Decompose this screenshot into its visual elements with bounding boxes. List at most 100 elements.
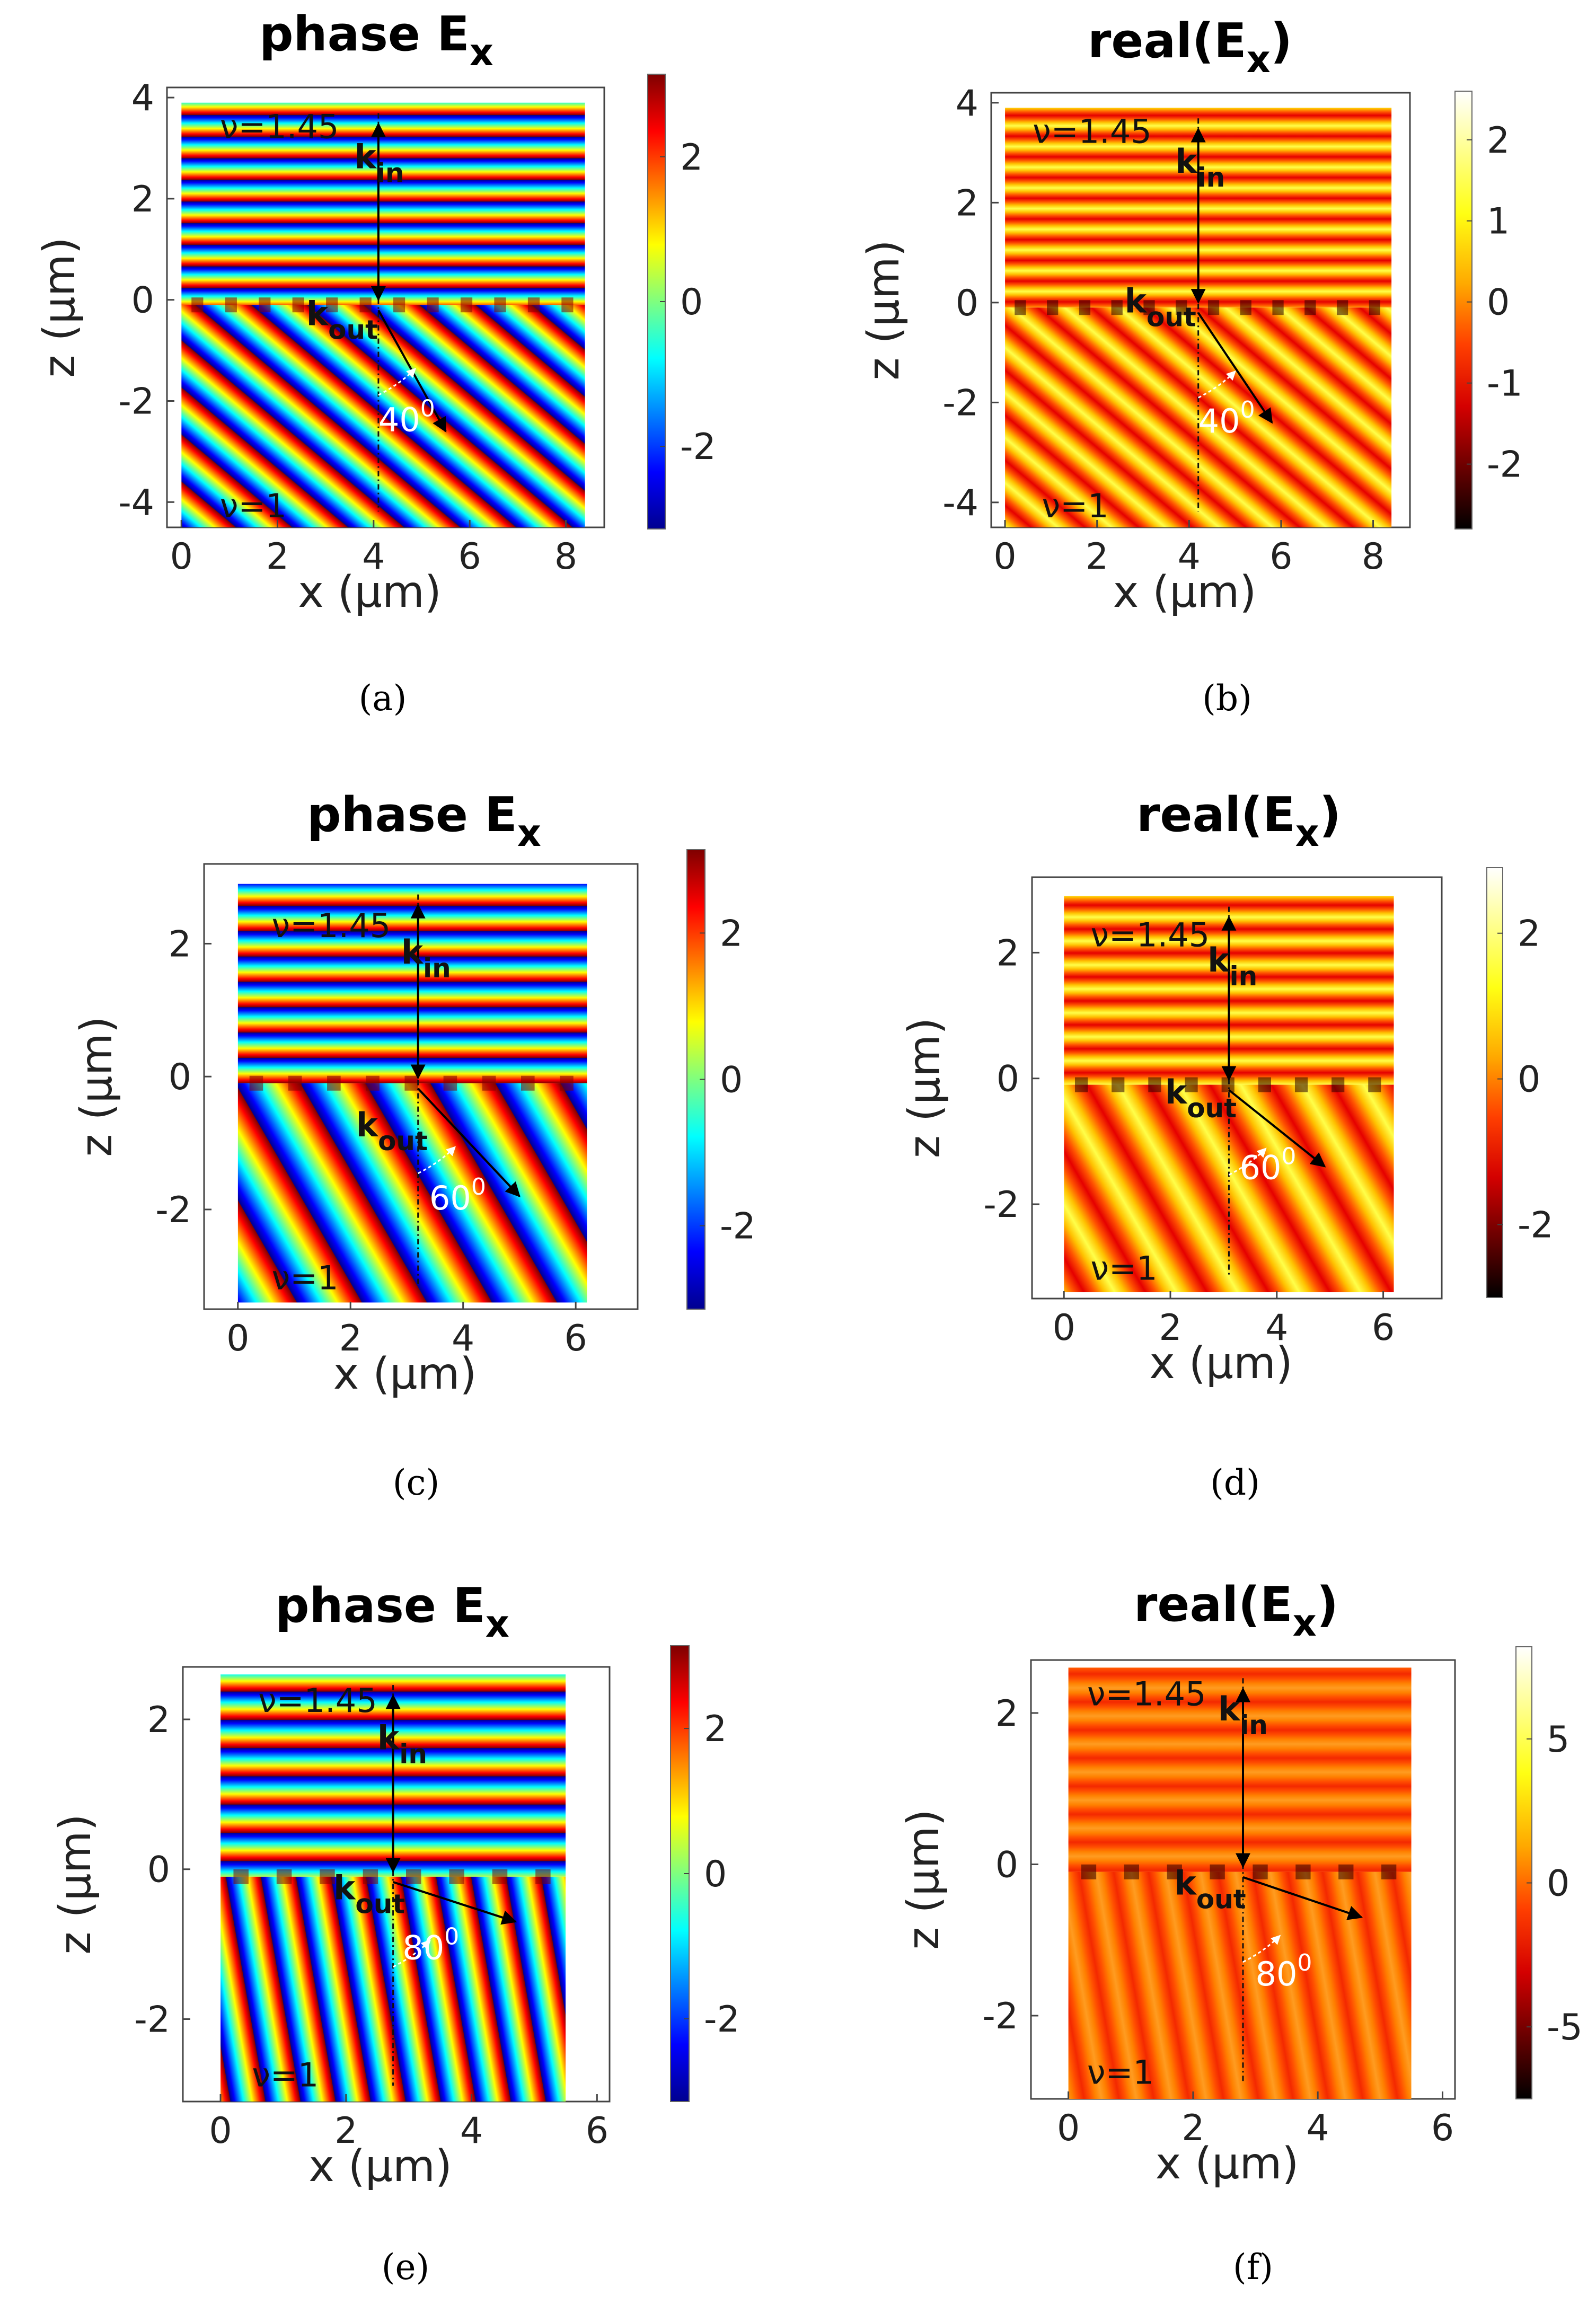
y-tick-label: 2 — [956, 182, 978, 224]
colorbar-tick-label: 1 — [1487, 201, 1510, 243]
angle-arc — [418, 1146, 456, 1175]
grating-tooth — [1167, 1864, 1182, 1879]
y-tick-label: 2 — [131, 179, 154, 220]
colorbar: -2 0 2 — [647, 74, 716, 529]
y-axis-label: z (μm) — [50, 1814, 101, 1954]
k-in-label: kin — [1207, 941, 1257, 992]
title-subscript: x — [470, 31, 493, 74]
grating-tooth — [1253, 1864, 1268, 1879]
x-tick-label: 2 — [339, 1318, 362, 1360]
grating-tooth — [326, 297, 338, 313]
refractive-index-top: ν=1.45 — [1087, 1675, 1206, 1714]
y-ticks: -4 -2 0 2 4 — [118, 77, 174, 524]
grating-tooth — [1015, 300, 1026, 315]
grating-tooth — [1336, 300, 1348, 315]
y-axis-label: z (μm) — [898, 1809, 949, 1949]
grating-tooth — [1368, 1077, 1381, 1092]
annotations: ν=1.45 ν=1 kin kout 400 — [1033, 112, 1273, 525]
grating-tooth — [1176, 300, 1187, 315]
refractive-index-top: ν=1.45 — [1090, 916, 1210, 955]
title-main: phase E — [307, 787, 517, 843]
x-ticks: 0 2 4 6 — [1053, 1291, 1395, 1349]
title-main: real(E — [1088, 13, 1247, 69]
k-in-label: kin — [355, 138, 404, 189]
grating-tooth — [449, 1869, 464, 1884]
x-tick-label: 4 — [460, 2110, 483, 2152]
y-tick-label: 4 — [956, 83, 978, 125]
y-tick-label: -2 — [983, 1184, 1019, 1226]
colorbar-tick-label: 0 — [1518, 1059, 1540, 1101]
grating-tooth — [405, 1869, 421, 1884]
k-out-arrow — [1197, 312, 1273, 424]
y-ticks: -2 0 2 — [134, 1699, 190, 2041]
x-ticks: 0 2 4 6 — [1057, 2091, 1454, 2149]
k-out-label: kout — [1165, 1073, 1237, 1124]
x-tick-label: 2 — [334, 2110, 357, 2152]
x-ticks: 0 2 4 6 8 — [170, 520, 577, 578]
colorbar: -2 0 2 — [686, 849, 756, 1310]
x-tick-label: 6 — [458, 536, 481, 578]
y-tick-label: 2 — [995, 1693, 1018, 1735]
panel-caption: (b) — [1202, 678, 1252, 719]
colorbar: -2 0 2 — [670, 1645, 740, 2102]
panel-title: real(Ex) — [1134, 1577, 1338, 1645]
grating-layer — [233, 1869, 551, 1884]
k-out-arrow — [417, 1088, 521, 1197]
grating-tooth — [521, 1075, 535, 1091]
grating-tooth — [276, 1869, 292, 1884]
grating-tooth — [191, 297, 204, 313]
x-tick-label: 2 — [266, 536, 289, 578]
colorbar-tick-label: 0 — [704, 1853, 727, 1895]
refractive-index-top: ν=1.45 — [258, 1681, 377, 1720]
panel-title: real(Ex) — [1088, 13, 1292, 81]
y-tick-label: -2 — [118, 381, 154, 422]
colorbar-tick-label: -2 — [680, 426, 716, 468]
x-tick-label: 8 — [1362, 536, 1385, 578]
panel-title: phase Ex — [307, 787, 541, 855]
grating-layer — [1074, 1077, 1381, 1092]
colorbar-gradient — [1486, 867, 1503, 1298]
grating-tooth — [327, 1075, 341, 1091]
y-tick-label: -2 — [982, 1996, 1018, 2037]
x-tick-label: 8 — [554, 536, 577, 578]
x-tick-label: 6 — [586, 2110, 609, 2152]
y-ticks: -2 0 2 — [155, 923, 211, 1231]
title-subscript: x — [486, 1602, 509, 1646]
refractive-index-bottom: ν=1 — [1087, 2053, 1154, 2091]
transmitted-region — [181, 305, 585, 527]
colorbar-tick-label: 2 — [720, 913, 743, 955]
grating-tooth — [1294, 1077, 1308, 1092]
y-tick-label: 0 — [995, 1844, 1018, 1886]
x-ticks: 0 2 4 6 — [209, 2094, 609, 2152]
x-tick-label: 0 — [170, 536, 193, 578]
grating-tooth — [1258, 1077, 1271, 1092]
y-axis-label: z (μm) — [72, 1016, 122, 1157]
colorbar-tick-label: -1 — [1487, 363, 1523, 405]
grating-tooth — [1148, 1077, 1161, 1092]
grating-tooth — [363, 1869, 378, 1884]
x-tick-label: 0 — [993, 536, 1016, 578]
grating-tooth — [288, 1075, 302, 1091]
k-out-label: kout — [333, 1868, 405, 1919]
y-axis-label: z (μm) — [859, 240, 909, 380]
y-tick-label: 2 — [169, 923, 191, 965]
grating-tooth — [1369, 300, 1381, 315]
k-out-arrow — [1242, 1876, 1363, 1920]
x-tick-label: 0 — [1057, 2107, 1080, 2149]
grating-tooth — [535, 1869, 551, 1884]
title-subscript: x — [1293, 1601, 1317, 1645]
grating-tooth — [1079, 300, 1091, 315]
grating-tooth — [1210, 1864, 1225, 1879]
y-tick-label: 0 — [131, 280, 154, 322]
title-end: ) — [1271, 13, 1292, 69]
title-main: phase E — [259, 6, 470, 62]
grating-tooth — [482, 1075, 496, 1091]
grating-tooth — [494, 297, 506, 313]
y-tick-label: 2 — [147, 1699, 170, 1741]
angle-arc — [392, 1939, 431, 1968]
colorbar-gradient — [670, 1645, 690, 2102]
y-tick-label: 2 — [997, 932, 1019, 974]
